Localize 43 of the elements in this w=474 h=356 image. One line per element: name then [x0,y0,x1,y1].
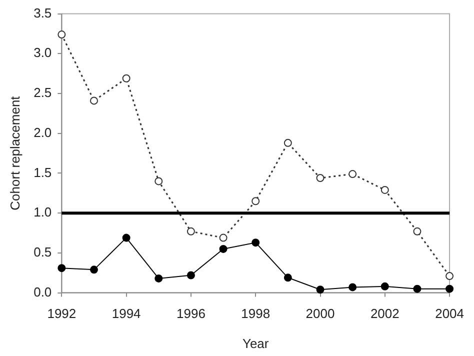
y-tick-label: 2.5 [34,85,52,100]
point [90,266,98,274]
point [316,174,324,182]
x-tick-label: 1994 [112,306,141,322]
point [252,238,260,247]
point [154,177,163,186]
point [186,227,195,236]
point [219,244,228,253]
point [380,186,389,194]
x-tick-label: 1992 [47,306,76,322]
x-tick-label: 2002 [370,306,400,322]
point [186,271,195,280]
point [348,170,357,178]
x-tick-label: 1996 [176,306,206,322]
x-axis-title: Year [242,336,270,351]
point [413,227,422,236]
x-tick-label: 2000 [306,306,335,322]
point [284,274,292,282]
point [348,283,357,292]
point [122,74,130,82]
y-tick-label: 1.0 [34,204,52,220]
point [58,30,66,39]
point [413,284,422,293]
point [219,234,228,242]
point [284,138,292,147]
point [380,282,389,290]
point [316,286,324,294]
y-tick-label: 1.5 [34,164,52,180]
point [446,272,454,280]
x-tick-label: 2004 [435,306,464,322]
y-tick-label: 3.0 [34,45,52,60]
y-tick-label: 3.5 [34,5,52,20]
point [58,264,66,272]
point [252,197,260,206]
point [122,234,130,242]
y-axis-title: Cohort replacement [7,96,22,210]
x-tick-label: 1998 [241,306,270,322]
point [154,274,163,282]
point [90,96,98,105]
y-tick-label: 0.5 [34,244,52,260]
point [446,284,454,293]
y-tick-label: 2.0 [34,124,52,140]
y-tick-label: 0.0 [34,284,52,300]
